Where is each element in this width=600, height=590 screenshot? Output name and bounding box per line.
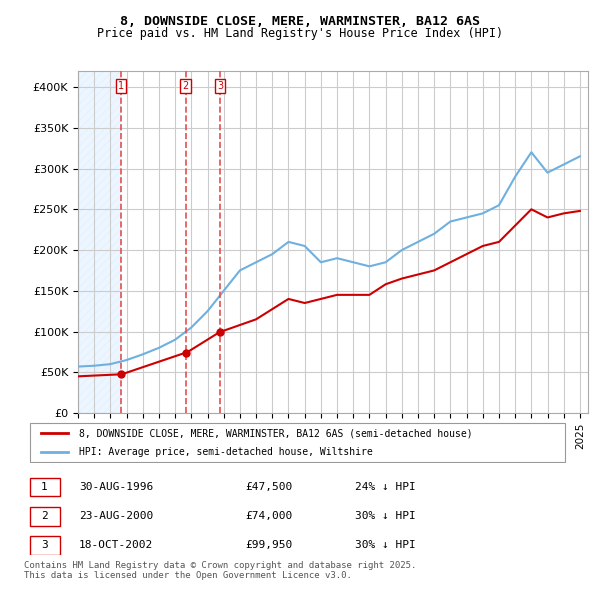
FancyBboxPatch shape [29,507,60,526]
Text: 3: 3 [41,540,48,550]
Text: 8, DOWNSIDE CLOSE, MERE, WARMINSTER, BA12 6AS: 8, DOWNSIDE CLOSE, MERE, WARMINSTER, BA1… [120,15,480,28]
FancyBboxPatch shape [29,478,60,496]
Text: This data is licensed under the Open Government Licence v3.0.: This data is licensed under the Open Gov… [24,571,352,580]
Text: £74,000: £74,000 [245,511,292,521]
Text: 1: 1 [41,482,48,492]
Text: 18-OCT-2002: 18-OCT-2002 [79,540,154,550]
Text: Price paid vs. HM Land Registry's House Price Index (HPI): Price paid vs. HM Land Registry's House … [97,27,503,40]
Text: 23-AUG-2000: 23-AUG-2000 [79,511,154,521]
Text: 8, DOWNSIDE CLOSE, MERE, WARMINSTER, BA12 6AS (semi-detached house): 8, DOWNSIDE CLOSE, MERE, WARMINSTER, BA1… [79,428,473,438]
Text: 2: 2 [182,81,188,91]
Text: 3: 3 [217,81,224,91]
Text: 2: 2 [41,511,48,521]
Text: Contains HM Land Registry data © Crown copyright and database right 2025.: Contains HM Land Registry data © Crown c… [24,560,416,569]
Text: HPI: Average price, semi-detached house, Wiltshire: HPI: Average price, semi-detached house,… [79,447,373,457]
Text: 24% ↓ HPI: 24% ↓ HPI [355,482,416,492]
Bar [78,71,121,413]
Text: 30% ↓ HPI: 30% ↓ HPI [355,540,416,550]
Text: 30% ↓ HPI: 30% ↓ HPI [355,511,416,521]
Text: £99,950: £99,950 [245,540,292,550]
Text: 30-AUG-1996: 30-AUG-1996 [79,482,154,492]
Text: £47,500: £47,500 [245,482,292,492]
Text: 1: 1 [118,81,124,91]
FancyBboxPatch shape [29,423,565,463]
FancyBboxPatch shape [29,536,60,555]
